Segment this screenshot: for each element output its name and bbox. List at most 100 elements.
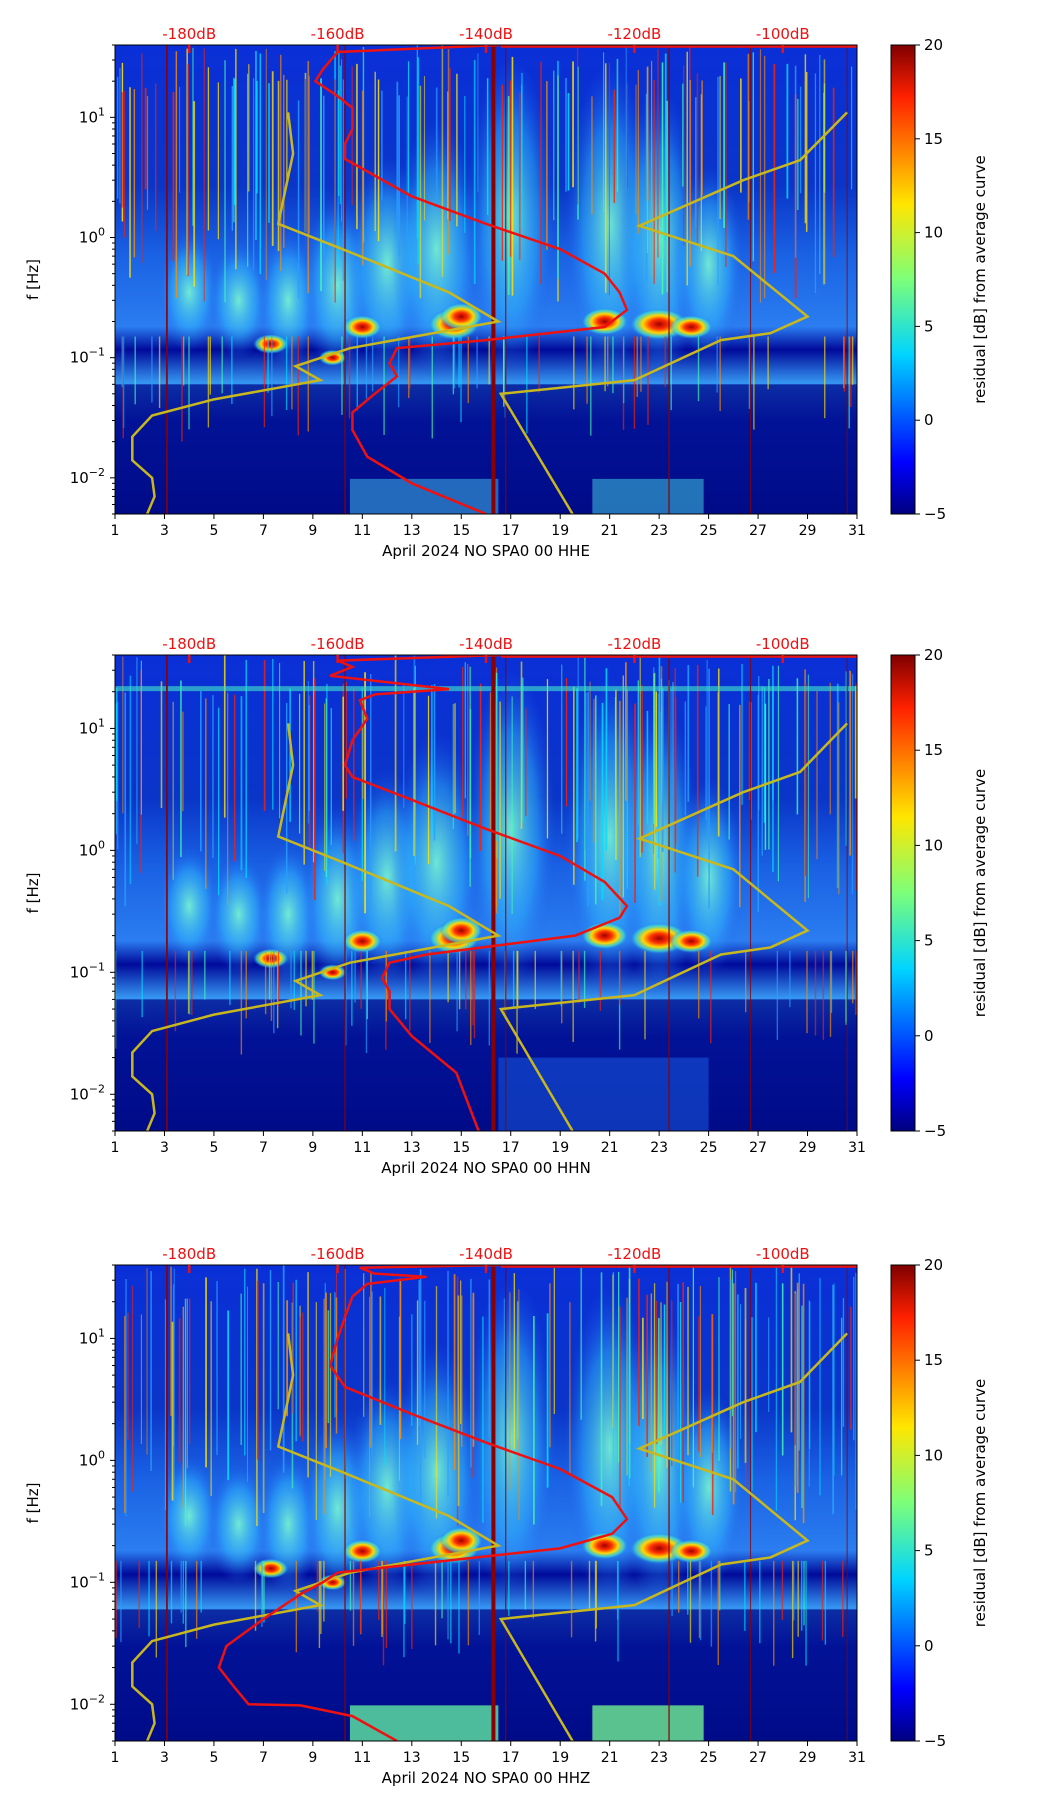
heatmap-hotspot: [439, 916, 484, 945]
x-tick-label: 19: [551, 1750, 569, 1766]
x-tick-label: 1: [111, 1750, 120, 1766]
db-tick-label: -140dB: [459, 25, 513, 43]
x-tick-label: 13: [403, 523, 421, 539]
y-tick-base: 10: [70, 349, 89, 367]
noise-model-high-curve: [498, 1332, 849, 1741]
heatmap-glow: [465, 668, 556, 989]
heatmap-lowfreq-band: [498, 1057, 709, 1131]
colorbar-tick-label: 20: [924, 1256, 943, 1274]
x-tick-label: 31: [848, 523, 866, 539]
heatmap-hotspot: [252, 1558, 289, 1579]
heatmap-hotspot: [439, 302, 484, 331]
x-axis-label: April 2024 NO SPA0 00 HHE: [382, 542, 590, 560]
heatmap-hotspot: [669, 929, 714, 954]
colorbar-tick-label: 0: [924, 1027, 934, 1045]
x-tick-label: 21: [601, 523, 619, 539]
x-tick-label: 11: [353, 523, 371, 539]
y-tick-exponent: −2: [89, 466, 105, 479]
colorbar-tick-label: 5: [924, 317, 934, 335]
x-tick-label: 31: [848, 1140, 866, 1156]
colorbar-tick-label: 0: [924, 1637, 934, 1655]
colorbar-label: residual [dB] from average curve: [971, 1379, 989, 1627]
y-tick-label: 101: [79, 716, 105, 737]
x-tick-label: 9: [308, 1750, 317, 1766]
y-tick-exponent: −1: [89, 1570, 105, 1583]
x-tick-label: 27: [749, 1140, 767, 1156]
y-tick-base: 10: [79, 1329, 98, 1347]
y-tick-label: 100: [79, 1448, 105, 1469]
heatmap-glow: [159, 845, 220, 966]
x-tick-label: 25: [700, 1750, 718, 1766]
y-tick-exponent: −1: [89, 346, 105, 359]
x-tick-label: 21: [601, 1750, 619, 1766]
x-tick-label: 7: [259, 1140, 268, 1156]
heatmap-lowfreq-band: [592, 478, 704, 514]
y-tick-exponent: 1: [98, 1326, 105, 1339]
x-tick-label: 13: [403, 1140, 421, 1156]
x-tick-label: 5: [209, 1750, 218, 1766]
db-tick-label: -160dB: [311, 1245, 365, 1263]
colorbar-tick-label: 0: [924, 411, 934, 429]
noise-model-low-curve: [131, 1333, 502, 1741]
x-tick-label: 5: [209, 523, 218, 539]
heatmap-hotspot: [342, 314, 383, 339]
y-tick-base: 10: [70, 469, 89, 487]
average-psd-curve: [217, 1265, 629, 1741]
x-tick-label: 25: [700, 523, 718, 539]
x-tick-label: 7: [259, 523, 268, 539]
db-tick-label: -140dB: [459, 635, 513, 653]
x-tick-label: 9: [308, 1140, 317, 1156]
y-tick-exponent: 0: [98, 1448, 105, 1461]
x-tick-label: 19: [551, 1140, 569, 1156]
colorbar-tick-label: 15: [924, 741, 943, 759]
colorbar-tick-label: −5: [924, 505, 946, 523]
db-tick-label: -120dB: [607, 635, 661, 653]
y-tick-label: 10−1: [70, 960, 105, 981]
heatmap-glow: [208, 1464, 269, 1585]
heatmap-glow: [673, 1387, 744, 1588]
colorbar: [890, 44, 916, 515]
x-tick-label: 23: [650, 1750, 668, 1766]
spectrogram-heatmap: [115, 45, 857, 514]
x-tick-label: 3: [160, 1140, 169, 1156]
x-tick-label: 7: [259, 1750, 268, 1766]
colorbar-tick-label: 20: [924, 646, 943, 664]
x-tick-label: 15: [452, 1750, 470, 1766]
y-tick-base: 10: [79, 229, 98, 247]
y-tick-exponent: 0: [98, 838, 105, 851]
db-tick-label: -180dB: [162, 1245, 216, 1263]
colorbar-tick-label: 10: [924, 836, 943, 854]
colorbar-tick-label: −5: [924, 1122, 946, 1140]
heatmap-hotspot: [580, 921, 629, 950]
y-tick-label: 100: [79, 226, 105, 247]
db-tick-label: -100dB: [756, 1245, 810, 1263]
spectrogram-heatmap: [115, 655, 857, 1131]
x-axis-label: April 2024 NO SPA0 00 HHN: [381, 1159, 591, 1177]
colorbar-label: residual [dB] from average curve: [971, 155, 989, 403]
x-tick-label: 29: [799, 1140, 817, 1156]
y-tick-exponent: −2: [89, 1082, 105, 1095]
heatmap-lowfreq-band: [349, 1705, 499, 1741]
x-tick-label: 3: [160, 1750, 169, 1766]
colorbar-tick-label: 15: [924, 1351, 943, 1369]
noise-model-high-curve: [498, 722, 849, 1131]
heatmap-hotspot: [669, 314, 714, 339]
db-tick-label: -100dB: [756, 25, 810, 43]
x-tick-label: 21: [601, 1140, 619, 1156]
x-tick-label: 17: [502, 1750, 520, 1766]
x-tick-label: 11: [353, 1140, 371, 1156]
colorbar-tick-label: 20: [924, 36, 943, 54]
heatmap-hotspot: [252, 333, 289, 354]
x-tick-label: 23: [650, 1140, 668, 1156]
y-tick-exponent: −1: [89, 960, 105, 973]
y-tick-label: 10−2: [70, 1082, 105, 1103]
y-tick-base: 10: [70, 1573, 89, 1591]
x-tick-label: 1: [111, 523, 120, 539]
colorbar-tick-label: −5: [924, 1732, 946, 1750]
y-tick-base: 10: [79, 1451, 98, 1469]
y-tick-exponent: 1: [98, 716, 105, 729]
y-tick-label: 10−1: [70, 1570, 105, 1591]
db-tick-label: -120dB: [607, 1245, 661, 1263]
